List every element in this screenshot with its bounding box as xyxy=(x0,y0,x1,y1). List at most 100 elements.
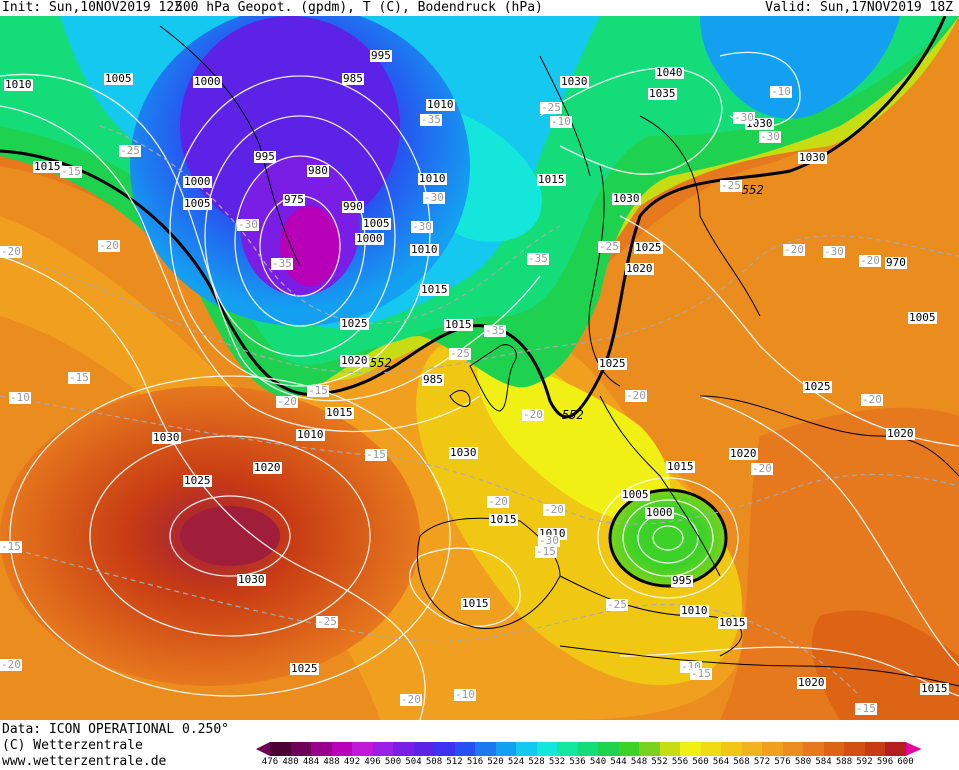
geopotential-field xyxy=(0,16,959,720)
scale-value: 476 xyxy=(261,757,279,767)
scale-swatch xyxy=(700,742,722,756)
scale-value: 568 xyxy=(733,757,750,767)
scale-value: 556 xyxy=(671,757,689,767)
scale-swatch xyxy=(331,742,353,756)
scale-value: 516 xyxy=(466,757,484,767)
pressure-label: 975 xyxy=(283,193,305,206)
scale-swatch xyxy=(352,742,373,756)
temperature-label: -15 xyxy=(0,540,22,553)
temperature-label: -35 xyxy=(420,113,442,126)
pressure-label: 1030 xyxy=(612,192,641,205)
scale-value: 520 xyxy=(487,757,504,767)
pressure-label: 995 xyxy=(254,150,276,163)
temperature-label: -20 xyxy=(625,389,647,402)
scale-value: 536 xyxy=(569,757,586,767)
scale-swatch xyxy=(598,742,619,756)
scale-swatch xyxy=(557,742,578,756)
temperature-label: -25 xyxy=(540,101,562,114)
scale-value: 600 xyxy=(897,757,914,767)
scale-swatch xyxy=(516,742,537,756)
temperature-label: -25 xyxy=(598,240,620,253)
pressure-label: 1010 xyxy=(680,604,709,617)
scale-swatch xyxy=(639,742,660,756)
scale-swatch xyxy=(721,742,742,756)
scale-value: 592 xyxy=(856,757,873,767)
pressure-label: 1030 xyxy=(560,75,589,88)
pressure-label: 1025 xyxy=(183,474,212,487)
pressure-label: 1005 xyxy=(362,217,391,230)
scale-swatch xyxy=(290,742,312,756)
temperature-label: -15 xyxy=(535,545,557,558)
temperature-label: -15 xyxy=(855,702,877,715)
scale-value: 560 xyxy=(692,757,709,767)
pressure-label: 1010 xyxy=(296,428,325,441)
init-time: Init: Sun,10NOV2019 12Z xyxy=(2,0,183,15)
scale-value: 548 xyxy=(630,757,648,767)
scale-swatch xyxy=(434,742,455,756)
pressure-label: 1000 xyxy=(355,232,384,245)
pressure-label: 1015 xyxy=(420,283,449,296)
scale-value: 576 xyxy=(774,757,791,767)
geopotential-contour-label: 552 xyxy=(562,408,584,422)
scale-right-arrow xyxy=(905,742,922,756)
temperature-label: -10 xyxy=(454,688,476,701)
geopotential-contour-label: 552 xyxy=(370,356,392,370)
scale-value: 564 xyxy=(712,757,730,767)
scale-swatch xyxy=(311,742,332,756)
pressure-label: 1015 xyxy=(33,160,62,173)
scale-swatch xyxy=(885,742,906,756)
temperature-label: -30 xyxy=(237,218,259,231)
pressure-label: 980 xyxy=(307,164,329,177)
pressure-label: 1040 xyxy=(655,66,684,79)
temperature-label: -35 xyxy=(271,257,293,270)
temperature-label: -15 xyxy=(365,448,387,461)
temperature-label: -20 xyxy=(0,245,22,258)
pressure-label: 1005 xyxy=(104,72,133,85)
temperature-label: -30 xyxy=(733,111,755,124)
color-scale-legend: 476 480 484 488 492 496 500 504 508 512 516 520 524 5… xyxy=(256,742,956,770)
temperature-label: -25 xyxy=(316,615,338,628)
scale-swatch xyxy=(536,742,558,756)
pressure-label: 1020 xyxy=(797,676,826,689)
website-link[interactable]: www.wetterzentrale.de xyxy=(2,754,167,769)
scale-value: 508 xyxy=(425,757,443,767)
pressure-label: 1015 xyxy=(489,513,518,526)
scale-arrows xyxy=(256,742,922,756)
temperature-label: -10 xyxy=(770,85,792,98)
scale-swatch xyxy=(823,742,845,756)
scale-value: 544 xyxy=(610,757,627,767)
geopotential-contour-label: 552 xyxy=(742,183,764,197)
scale-value: 580 xyxy=(794,757,812,767)
scale-swatch xyxy=(270,742,291,756)
scale-swatch xyxy=(803,742,824,756)
scale-left-arrow xyxy=(256,742,270,756)
scale-value: 588 xyxy=(835,757,853,767)
temperature-label: -20 xyxy=(861,393,883,406)
pressure-label: 1005 xyxy=(621,488,650,501)
temperature-label: -20 xyxy=(751,462,773,475)
temperature-label: -30 xyxy=(538,534,560,547)
temperature-label: -20 xyxy=(487,495,509,508)
scale-value: 484 xyxy=(302,757,320,767)
scale-swatch xyxy=(844,742,865,756)
pressure-label: 1000 xyxy=(645,506,674,519)
scale-value: 552 xyxy=(651,757,668,767)
pressure-label: 1015 xyxy=(325,406,354,419)
scale-value: 500 xyxy=(384,757,402,767)
pressure-label: 1010 xyxy=(4,78,33,91)
pressure-label: 1020 xyxy=(886,427,915,440)
temperature-label: -20 xyxy=(543,503,565,516)
pressure-label: 1030 xyxy=(798,151,827,164)
scale-swatch xyxy=(659,742,681,756)
pressure-label: 970 xyxy=(885,256,907,269)
scale-swatch xyxy=(475,742,496,756)
scale-value: 480 xyxy=(282,757,299,767)
pressure-label: 985 xyxy=(342,72,364,85)
temperature-label: -35 xyxy=(527,252,549,265)
scale-swatch xyxy=(782,742,804,756)
pressure-label: 1015 xyxy=(920,682,949,695)
pressure-label: 1010 xyxy=(418,172,447,185)
pressure-label: 1000 xyxy=(183,175,212,188)
scale-swatch xyxy=(413,742,435,756)
temperature-label: -20 xyxy=(276,395,298,408)
